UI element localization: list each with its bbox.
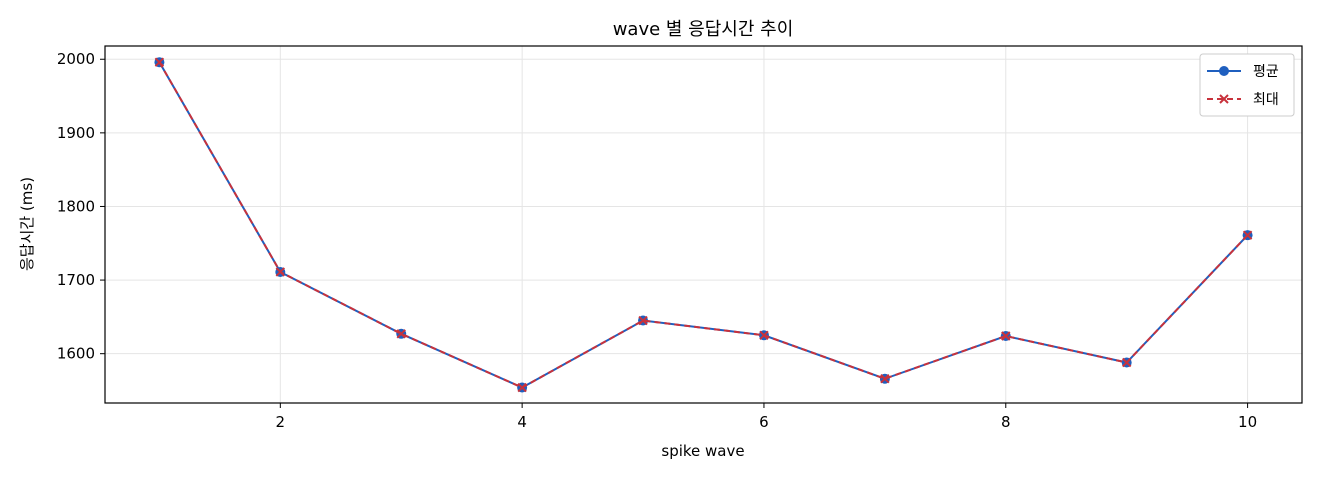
legend-item: 평균 — [1207, 64, 1279, 80]
series-2-point — [396, 329, 406, 339]
legend-item: 최대 — [1207, 92, 1279, 108]
legend-marker — [1219, 94, 1229, 104]
plot-frame — [104, 45, 1303, 404]
y-tick-label: 1600 — [57, 345, 95, 363]
legend-label: 최대 — [1253, 92, 1279, 108]
x-axis-label: spike wave — [661, 442, 744, 460]
x-tick-label: 2 — [276, 413, 286, 431]
series-2-point — [275, 267, 286, 277]
series-layer — [154, 57, 1253, 393]
y-tick-label: 1900 — [57, 124, 95, 142]
chart-title: wave 별 응답시간 추이 — [613, 19, 794, 40]
series-2-point — [759, 330, 769, 340]
y-axis-label: 응답시간 (ms) — [18, 177, 36, 271]
grid-lines — [105, 46, 1302, 403]
series-2-point — [517, 382, 527, 393]
series-2-point — [638, 315, 648, 326]
x-tick-label: 4 — [517, 413, 527, 431]
y-tick-label: 2000 — [57, 50, 95, 68]
series-1-line — [158, 61, 1249, 389]
x-axis-ticks: 2 4 6 8 10 — [276, 403, 1257, 431]
series-2-point — [154, 57, 165, 67]
series-2-point — [880, 374, 890, 384]
series-2-point — [1242, 230, 1253, 240]
series-1 — [154, 57, 1253, 393]
legend-label: 평균 — [1253, 64, 1279, 80]
series-2-point — [1121, 357, 1132, 368]
y-axis-ticks: 1600 1700 1800 1900 2000 — [57, 50, 105, 363]
series-2-point — [1001, 331, 1011, 341]
x-tick-label: 10 — [1238, 413, 1257, 431]
y-tick-label: 1700 — [57, 271, 95, 289]
legend-box — [1199, 53, 1295, 117]
series-2 — [154, 57, 1253, 393]
series-2-line — [158, 61, 1249, 389]
y-tick-label: 1800 — [57, 197, 95, 215]
x-tick-label: 6 — [759, 413, 769, 431]
legend-marker — [1219, 66, 1229, 76]
x-tick-label: 8 — [1001, 413, 1011, 431]
